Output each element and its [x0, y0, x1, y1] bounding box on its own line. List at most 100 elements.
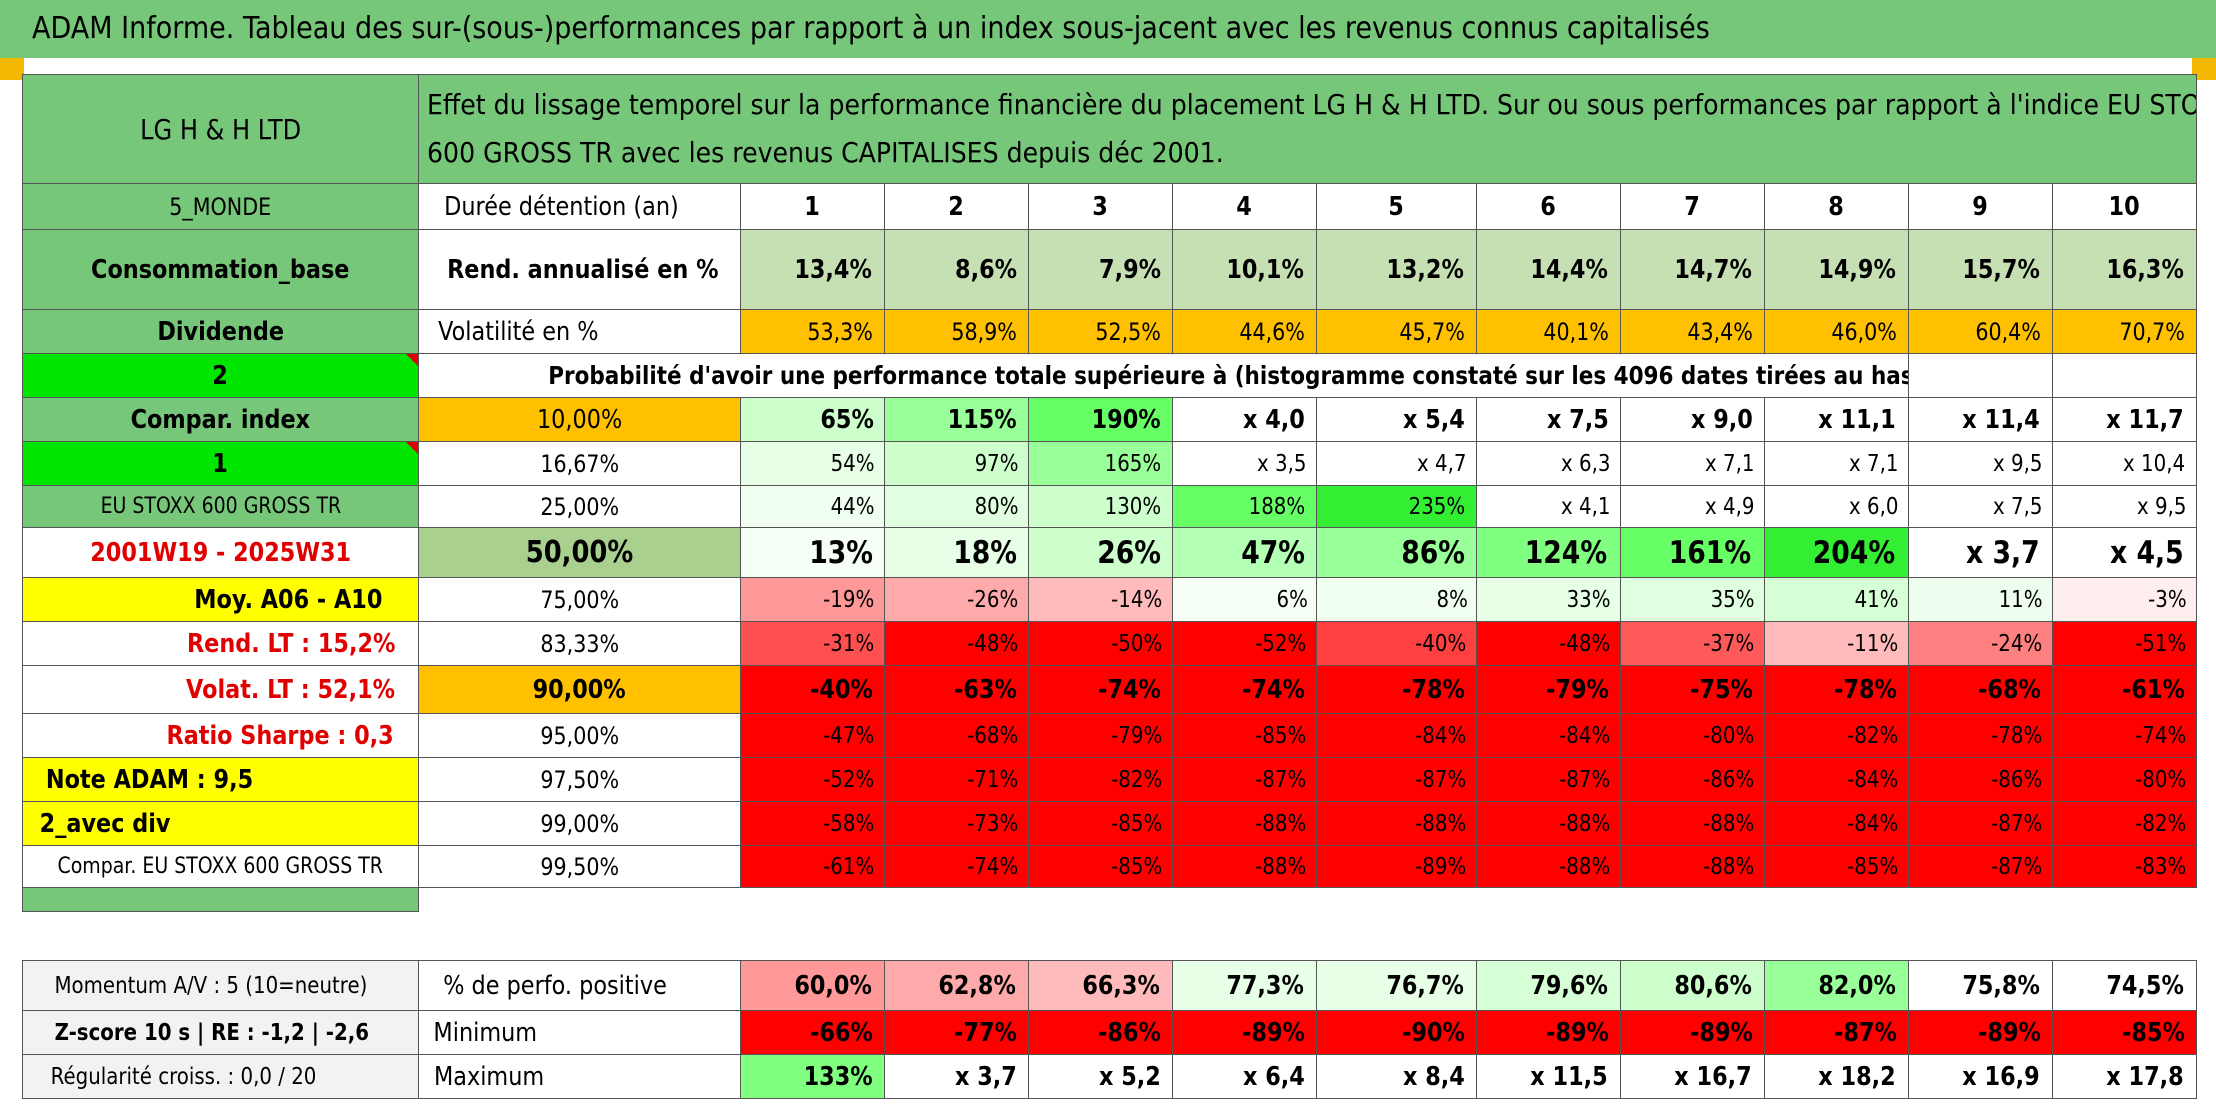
- minimum-value: -89%: [1172, 1010, 1317, 1055]
- percentile-value-text: -52%: [822, 766, 874, 793]
- percentile-value-text: -61%: [822, 853, 874, 880]
- percentile-value-text: x 11,7: [2106, 404, 2184, 435]
- percentile-value-text: 8%: [1436, 586, 1468, 613]
- percentile-level: 50,00%: [418, 527, 741, 578]
- percentile-value-text: 44%: [830, 493, 875, 520]
- vol-label: Volatilité en %: [418, 309, 741, 354]
- fund-name-text: LG H & H LTD: [139, 112, 302, 146]
- minimum-value-text: -77%: [954, 1017, 1017, 1048]
- year-header: 5: [1316, 183, 1477, 230]
- percentile-value-text: x 9,5: [1992, 450, 2042, 477]
- vol-value-text: 43,4%: [1687, 317, 1753, 346]
- percentile-value-text: -24%: [1990, 630, 2042, 657]
- percentile-value-text: 124%: [1524, 534, 1608, 571]
- volat-lt: Volat. LT : 52,1%: [22, 665, 419, 714]
- momentum: Momentum A/V : 5 (10=neutre): [22, 960, 419, 1011]
- rend-value-text: 14,9%: [1818, 254, 1896, 285]
- vol-value: 46,0%: [1764, 309, 1909, 354]
- percentile-value-text: 235%: [1408, 493, 1466, 520]
- vol-value-text: 45,7%: [1399, 317, 1465, 346]
- percentile-value-text: -85%: [1846, 853, 1898, 880]
- minimum-value: -86%: [1028, 1010, 1173, 1055]
- maximum-value-text: x 8,4: [1403, 1061, 1465, 1092]
- percentile-value-text: x 5,4: [1403, 404, 1465, 435]
- probability-text: Probabilité d'avoir une performance tota…: [418, 353, 1909, 398]
- region: 5_MONDE: [22, 183, 419, 230]
- percentile-level: 16,67%: [418, 441, 741, 486]
- table-row: Z-score 10 s | RE : -1,2 | -2,6 Minimum -6…: [22, 1010, 2197, 1055]
- percentile-value: -78%: [1316, 665, 1477, 714]
- period: 2001W19 - 2025W31: [22, 527, 419, 578]
- maximum-value-text: x 5,2: [1099, 1061, 1161, 1092]
- percentile-value-text: -3%: [2148, 586, 2187, 613]
- table-row: Régularité croiss. : 0,0 / 20 Maximum 133%…: [22, 1054, 2197, 1099]
- moy-label-text: Moy. A06 - A10: [194, 584, 383, 615]
- percentile-value-text: x 11,1: [1818, 404, 1896, 435]
- summary-table: Momentum A/V : 5 (10=neutre) % de perfo. …: [22, 960, 2197, 1099]
- percentile-value-text: 41%: [1854, 586, 1899, 613]
- maximum-value: x 6,4: [1172, 1054, 1317, 1099]
- maximum-value: x 18,2: [1764, 1054, 1909, 1099]
- positive-value-text: 79,6%: [1530, 970, 1608, 1001]
- percentile-value-text: -52%: [1254, 630, 1306, 657]
- percentile-value: -52%: [1172, 621, 1317, 666]
- zscore-text: Z-score 10 s | RE : -1,2 | -2,6: [54, 1019, 370, 1046]
- percentile-value-text: -87%: [1990, 853, 2042, 880]
- year-header-text: 10: [2108, 191, 2141, 222]
- maximum-value: x 5,2: [1028, 1054, 1173, 1099]
- percentile-value-text: x 3,5: [1256, 450, 1306, 477]
- div-mode-text: 2_avec div: [39, 808, 171, 839]
- percentile-level: 25,00%: [418, 485, 741, 528]
- percentile-value-text: 97%: [974, 450, 1019, 477]
- sector-text: Consommation_base: [91, 254, 350, 285]
- positive-value: 74,5%: [2052, 960, 2197, 1011]
- percentile-level-text: 25,00%: [540, 492, 619, 521]
- percentile-value-text: 204%: [1812, 534, 1896, 571]
- positive-value: 60,0%: [740, 960, 885, 1011]
- year-header: 8: [1764, 183, 1909, 230]
- year-header-text: 4: [1236, 191, 1253, 222]
- percentile-value-text: 47%: [1240, 534, 1305, 571]
- percentile-value: -87%: [1316, 757, 1477, 802]
- rend-lt-text: Rend. LT : 15,2%: [186, 628, 396, 659]
- rend-value: 14,9%: [1764, 229, 1909, 310]
- percentile-value: -61%: [2051, 665, 2198, 714]
- percentile-value: x 9,5: [1908, 441, 2053, 486]
- percentile-value-text: 130%: [1104, 493, 1162, 520]
- percentile-value: 33%: [1476, 577, 1621, 622]
- percentile-value: -19%: [740, 577, 885, 622]
- description: Effet du lissage temporel sur la perform…: [417, 74, 2198, 184]
- percentile-value: 13%: [740, 527, 885, 578]
- percentile-value: -85%: [1172, 713, 1317, 758]
- year-header: 4: [1172, 183, 1317, 230]
- percentile-value-text: 86%: [1400, 534, 1465, 571]
- year-header-text: 8: [1828, 191, 1845, 222]
- year-header-text: 3: [1092, 191, 1109, 222]
- positive-value-text: 76,7%: [1386, 970, 1464, 1001]
- percentile-value: -79%: [1476, 665, 1621, 714]
- percentile-value: -37%: [1620, 621, 1765, 666]
- percentile-value: -83%: [2051, 845, 2198, 888]
- minimum-value: -66%: [740, 1010, 885, 1055]
- note-adam: Note ADAM : 9,5: [22, 757, 419, 802]
- percentile-value: -88%: [1476, 845, 1621, 888]
- min-label: Minimum: [418, 1010, 741, 1055]
- percentile-value: -82%: [1764, 713, 1909, 758]
- table-row: Momentum A/V : 5 (10=neutre) % de perfo. …: [22, 960, 2197, 1011]
- percentile-value: 115%: [884, 397, 1029, 442]
- percentile-value-text: -87%: [1414, 766, 1466, 793]
- percentile-value-text: -80%: [2134, 766, 2186, 793]
- percentile-value-text: -84%: [1846, 766, 1898, 793]
- year-header-text: 1: [804, 191, 821, 222]
- rend-value: 14,7%: [1620, 229, 1765, 310]
- percentile-value: -89%: [1316, 845, 1477, 888]
- minimum-value: -90%: [1316, 1010, 1477, 1055]
- percentile-value-text: -47%: [822, 722, 874, 749]
- positive-value: 79,6%: [1476, 960, 1621, 1011]
- momentum-text: Momentum A/V : 5 (10=neutre): [54, 972, 368, 999]
- year-header: 9: [1908, 183, 2053, 230]
- vol-value-text: 60,4%: [1975, 317, 2041, 346]
- percentile-value-text: 18%: [952, 534, 1017, 571]
- year-header-text: 2: [948, 191, 965, 222]
- percentile-value-text: x 7,1: [1704, 450, 1754, 477]
